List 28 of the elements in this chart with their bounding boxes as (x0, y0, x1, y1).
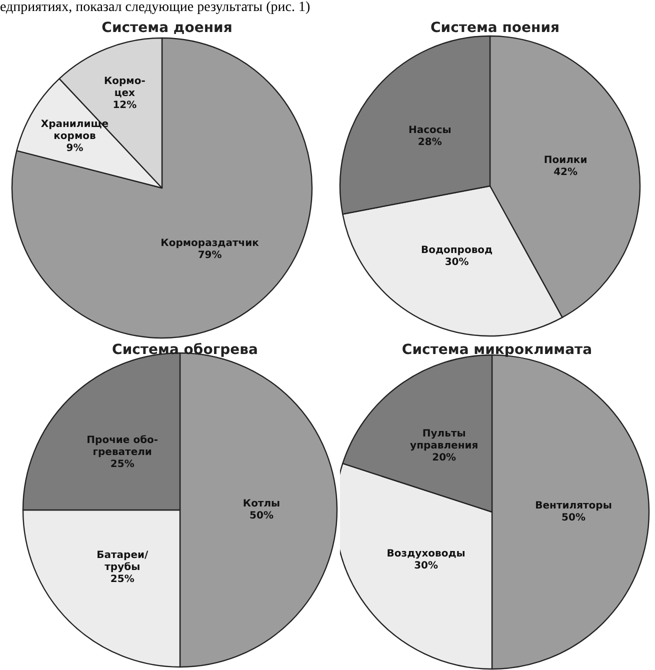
slice-label: Кормо- цех (104, 76, 146, 100)
slice-label: Вентиляторы (535, 500, 612, 512)
slice-label: Прочие обо- греватели (86, 434, 158, 458)
data-label: 50% (250, 510, 274, 522)
slice-label: Воздуховоды (386, 548, 466, 560)
data-label: 25% (110, 574, 134, 586)
data-label: 30% (414, 560, 438, 572)
chart-title: Система обогрева (112, 342, 258, 358)
slice-label: Кормораздатчик (160, 238, 260, 250)
data-label: 50% (562, 512, 586, 524)
slice-label: Пульты управления (410, 428, 478, 452)
data-label: 28% (418, 136, 442, 148)
data-label: 42% (554, 167, 578, 178)
slice-label: Насосы (408, 124, 452, 136)
data-label: 25% (110, 458, 134, 470)
slice-label: Водопровод (420, 245, 493, 256)
slice-label: Котлы (242, 498, 280, 510)
data-label: 9% (66, 142, 84, 154)
data-label: 20% (432, 452, 456, 464)
text: едприятиях, показал следующие результаты (рис. 1) (0, 0, 310, 16)
data-label: 79% (198, 250, 222, 262)
slice-label: Поилки (544, 155, 588, 166)
data-label: 12% (112, 100, 137, 112)
chart-title: Система микроклимата (402, 342, 592, 358)
chart-title: Система поения (430, 20, 560, 36)
slice-label: Батареи/ трубы (96, 550, 148, 574)
chart-title: Система доения (102, 20, 232, 36)
data-label: 30% (444, 257, 469, 268)
